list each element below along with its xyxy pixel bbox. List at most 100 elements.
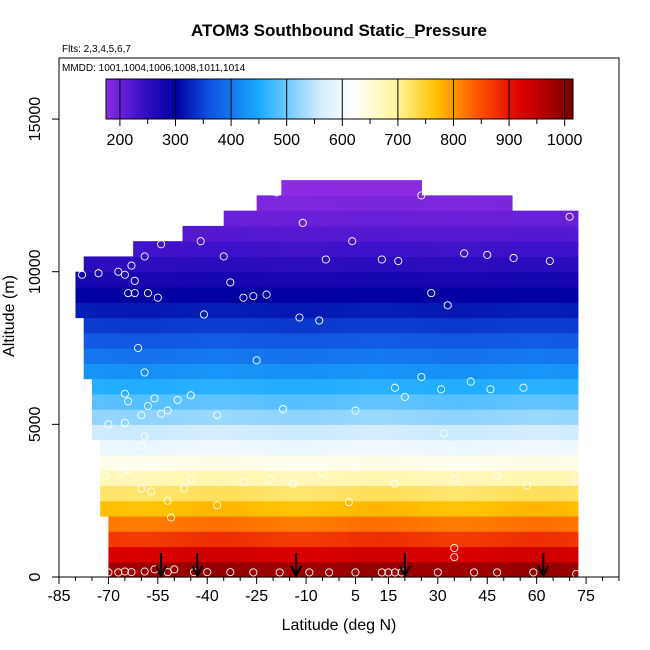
curtain-cell (446, 485, 455, 502)
curtain-cell (231, 424, 241, 441)
curtain-cell (330, 561, 340, 578)
curtain-cell (503, 363, 513, 380)
curtain-cell (281, 286, 291, 303)
curtain-cell (207, 378, 217, 395)
curtain-cell (437, 241, 447, 258)
curtain-cell (528, 210, 538, 227)
curtain-cell (429, 485, 439, 502)
curtain-cell (536, 470, 546, 487)
curtain-cell (544, 348, 554, 364)
curtain-cell (363, 485, 373, 502)
curtain-cell (528, 348, 538, 364)
curtain-cell (371, 271, 381, 288)
curtain-cell (231, 561, 241, 578)
curtain-cell (339, 363, 348, 380)
curtain-cell (174, 378, 184, 395)
curtain-cell (347, 210, 357, 227)
curtain-cell (199, 500, 208, 517)
curtain-cell (561, 500, 571, 517)
curtain-cell (273, 210, 282, 227)
curtain-cell (404, 363, 414, 380)
curtain-cell (347, 470, 357, 487)
curtain-cell (347, 393, 357, 410)
curtain-cell (487, 332, 497, 349)
curtain-cell (215, 500, 225, 517)
sample-point (124, 466, 133, 475)
curtain-cell (404, 378, 414, 395)
curtain-cell (297, 225, 307, 242)
curtain-cell (487, 317, 497, 334)
curtain-cell (429, 302, 439, 319)
curtain-cell (231, 393, 241, 410)
curtain-cell (100, 332, 110, 349)
curtain-cell (479, 561, 488, 578)
curtain-cell (437, 363, 447, 380)
curtain-cell (116, 531, 126, 548)
curtain-cell (248, 363, 258, 380)
curtain-cell (404, 302, 414, 319)
curtain-cell (404, 195, 414, 212)
curtain-cell (421, 485, 431, 502)
curtain-cell (429, 454, 439, 471)
curtain-cell (495, 454, 505, 471)
curtain-cell (569, 256, 579, 273)
curtain-cell (264, 454, 274, 471)
curtain-cell (141, 256, 151, 273)
curtain-cell (528, 241, 538, 258)
curtain-cell (396, 286, 406, 303)
colorbar-tick-label: 600 (329, 132, 356, 149)
curtain-cell (520, 332, 530, 349)
curtain-cell (133, 256, 142, 273)
curtain-cell (363, 561, 373, 578)
curtain-cell (561, 393, 571, 410)
curtain-cell (437, 195, 447, 212)
x-axis-label: Latitude (deg N) (282, 617, 397, 634)
curtain-cell (446, 424, 455, 441)
curtain-cell (544, 363, 554, 380)
curtain-cell (223, 210, 233, 227)
curtain-cell (322, 195, 332, 212)
curtain-cell (446, 531, 455, 548)
sample-point (143, 289, 152, 298)
curtain-cell (388, 515, 398, 532)
curtain-cell (100, 256, 110, 273)
curtain-cell (569, 500, 579, 517)
curtain-cell (182, 256, 192, 273)
curtain-cell (371, 210, 381, 227)
curtain-cell (528, 286, 538, 303)
curtain-cell (273, 271, 282, 288)
curtain-cell (404, 561, 414, 578)
curtain-cell (289, 454, 299, 471)
curtain-cell (479, 531, 488, 548)
curtain-cell (297, 348, 307, 364)
curtain-cell (388, 546, 398, 563)
curtain-cell (495, 393, 505, 410)
curtain-cell (462, 515, 472, 532)
curtain-cell (322, 317, 332, 334)
curtain-cell (355, 332, 365, 349)
curtain-cell (511, 225, 521, 242)
curtain-cell (330, 515, 340, 532)
curtain-cell (421, 454, 431, 471)
curtain-cell (157, 500, 167, 517)
curtain-cell (182, 439, 192, 456)
curtain-cell (199, 424, 208, 441)
sample-point (120, 418, 129, 427)
curtain-cell (355, 454, 365, 471)
curtain-cell (487, 485, 497, 502)
curtain-cell (569, 302, 579, 319)
curtain-cell (223, 485, 233, 502)
curtain-cell (339, 195, 348, 212)
curtain-cell (174, 409, 184, 425)
curtain-cell (281, 271, 291, 288)
curtain-cell (520, 454, 530, 471)
curtain-cell (240, 241, 250, 258)
curtain-cell (396, 378, 406, 395)
curtain-cell (108, 378, 118, 395)
curtain-cell (330, 225, 340, 242)
curtain-cell (487, 286, 497, 303)
curtain-cell (520, 210, 530, 227)
curtain-cell (553, 271, 562, 288)
curtain-cell (100, 271, 110, 288)
curtain-cell (355, 500, 365, 517)
